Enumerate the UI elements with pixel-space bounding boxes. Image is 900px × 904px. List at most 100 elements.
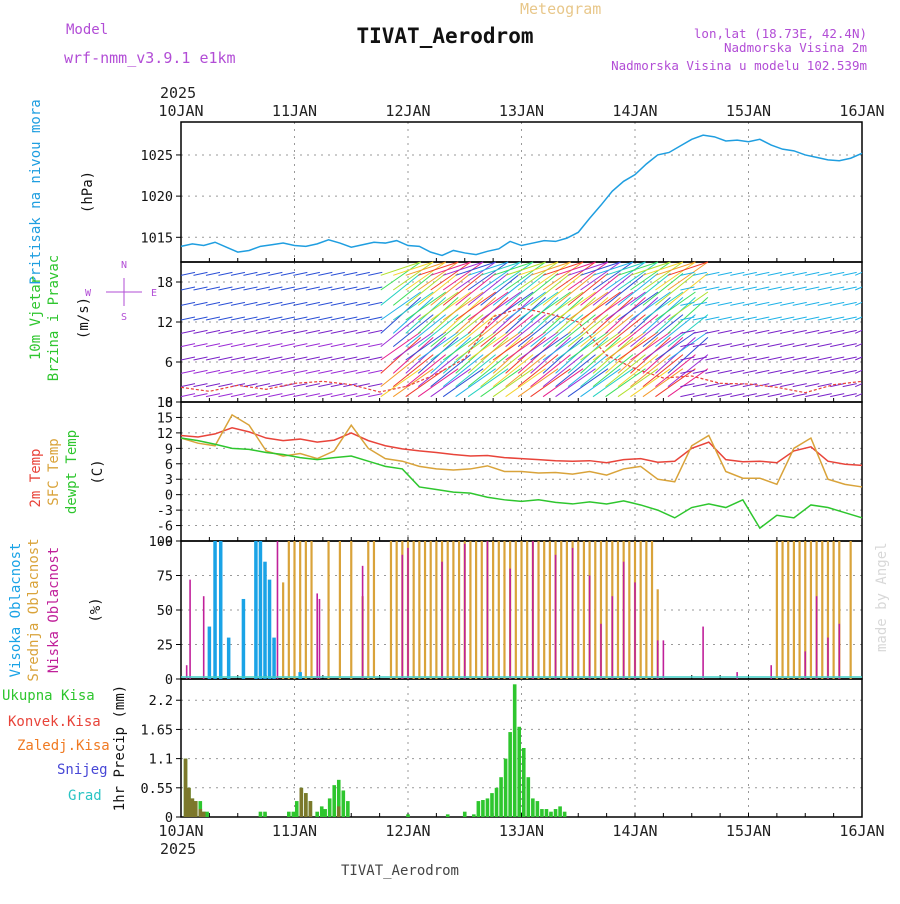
wind-barb: [854, 329, 863, 334]
wind-barb: [792, 343, 807, 348]
wind-barb: [405, 331, 447, 361]
y-tick-label: 1.65: [140, 722, 173, 738]
wind-barb: [717, 369, 732, 374]
wind-barb: [455, 261, 496, 276]
wind-barb: [442, 291, 484, 321]
wind-barb: [255, 301, 271, 306]
wind-barb: [767, 316, 782, 321]
wind-barb: [343, 356, 358, 361]
mid-cloud-bar: [599, 541, 603, 679]
total-precip-bar: [323, 809, 327, 817]
wind-barb: [854, 356, 863, 361]
high-cloud-bar: [272, 637, 276, 679]
low-cloud-bar: [202, 596, 205, 679]
wind-barb: [692, 393, 707, 398]
wind-barb: [642, 291, 684, 321]
wind-barb: [542, 368, 584, 398]
wind-barb: [530, 272, 571, 306]
wind-barb: [180, 316, 196, 321]
mid-cloud-bar: [526, 541, 529, 679]
wind-title-2: Brzina i Pravac: [46, 255, 62, 381]
precip-legend-item: Grad: [68, 788, 102, 804]
x-tick-bottom: 14JAN: [612, 822, 657, 840]
mid-cloud-bar: [582, 541, 586, 679]
wind-barb: [442, 368, 484, 398]
low-cloud-bar: [827, 637, 829, 679]
wind-barb: [805, 329, 820, 334]
wind-barb: [842, 383, 857, 388]
wind-barb: [630, 314, 671, 348]
conv-precip-bar: [183, 758, 188, 817]
wind-barb: [343, 369, 358, 374]
cloud-ylabel: (%): [88, 597, 104, 622]
total-precip-bar: [481, 800, 485, 817]
wind-barb: [717, 271, 732, 276]
y-tick-label: 50: [157, 603, 173, 619]
wind-barb: [755, 286, 770, 291]
mid-cloud-bar: [412, 541, 415, 679]
wind-barb: [530, 368, 571, 398]
wind-barb: [705, 329, 720, 334]
mid-cloud-bar: [492, 541, 495, 679]
wind-barb: [330, 343, 345, 348]
low-cloud-bar: [463, 543, 466, 679]
wind-barb: [817, 369, 832, 374]
wind-barb: [655, 261, 696, 276]
wind-barb: [280, 369, 295, 374]
wind-barb: [780, 343, 795, 348]
wind-barb: [255, 393, 271, 398]
wind-barb: [343, 343, 358, 348]
wind-barb: [417, 331, 459, 361]
wind-barb: [567, 261, 609, 276]
wind-barb: [742, 343, 757, 348]
wind-barb: [755, 369, 770, 374]
wind-barb: [580, 368, 621, 398]
wind-barb: [442, 354, 484, 388]
mid-cloud-bar: [514, 541, 517, 679]
wind-barb: [368, 369, 383, 374]
wind-barb: [830, 393, 845, 398]
wind-barb: [443, 261, 484, 276]
low-cloud-bar: [622, 561, 625, 679]
wind-barb: [330, 271, 345, 276]
total-precip-bar: [517, 726, 522, 817]
wind-barb: [492, 331, 534, 361]
mid-cloud-bar: [350, 541, 353, 679]
wind-barb: [555, 314, 596, 348]
wind-barb: [243, 301, 258, 306]
mid-cloud-bar: [293, 541, 296, 679]
wind-barb: [355, 369, 370, 374]
wind-barb: [392, 291, 434, 321]
mid-cloud-bar: [809, 541, 813, 679]
wind-barb: [218, 343, 233, 348]
mid-cloud-bar: [639, 541, 642, 679]
total-precip-bar: [544, 809, 549, 817]
low-cloud-bar: [318, 598, 321, 679]
wind-barb: [630, 354, 671, 388]
pressure-title: Pritisak na nivou mora: [28, 99, 44, 284]
y-tick-label: -6: [157, 519, 173, 535]
wind-barb: [517, 261, 559, 276]
mid-cloud-bar: [792, 541, 795, 679]
wind-barb: [680, 383, 695, 388]
wind-barb: [305, 286, 320, 291]
wind-barb: [655, 314, 696, 348]
wind-barb: [455, 261, 496, 291]
wind-barb: [630, 368, 671, 398]
mid-cloud-bar: [543, 541, 546, 679]
wind-barb: [455, 291, 496, 321]
wind-barb: [555, 272, 596, 306]
wind-barb: [417, 261, 459, 291]
wind-speed-line: [180, 307, 863, 394]
mid-cloud-bar: [372, 541, 376, 679]
y-tick-label: 1.1: [149, 752, 173, 768]
y-tick-label: 6: [165, 457, 173, 473]
mid-cloud-bar: [497, 541, 500, 679]
wind-barb: [268, 329, 283, 334]
wind-barb: [305, 393, 320, 398]
wind-barb: [605, 368, 646, 398]
total-precip-bar: [476, 801, 481, 817]
y-tick-label: 0: [165, 810, 173, 826]
y-tick-label: -9: [157, 534, 173, 550]
wind-barb: [330, 393, 345, 398]
